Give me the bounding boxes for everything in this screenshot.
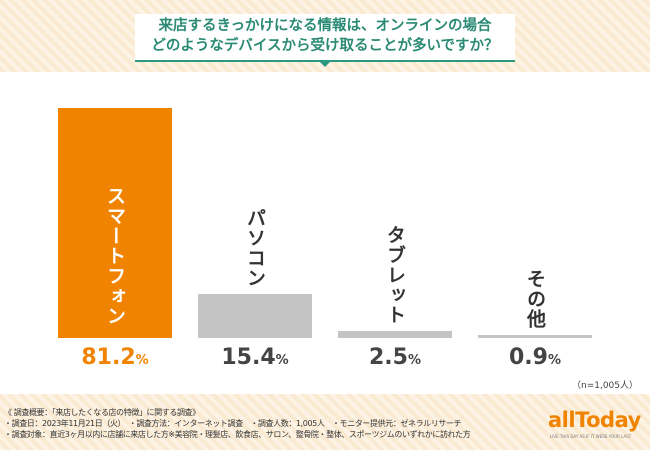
footer-line: ・調査対象：直近3ヶ月以内に店舗に来店した方※美容院・理髪店、飲食店、サロン、整… xyxy=(4,430,471,439)
chart-title: 来店するきっかけになる情報は、オンラインの場合 どのようなデバイスから受け取るこ… xyxy=(135,14,515,62)
logo-tagline: LIVE THIS DAY AS IF IT WERE YOUR LAST xyxy=(550,434,632,439)
category-label: パソコン xyxy=(244,208,266,289)
footer-line: 《 調査概要：「来店したくなる店の特徴」に関する調査》 xyxy=(4,408,200,417)
value-label: 81.2% xyxy=(81,345,149,370)
category-label: スマートフォン xyxy=(104,186,126,326)
bar-0 xyxy=(58,108,172,338)
survey-footer: 《 調査概要：「来店したくなる店の特徴」に関する調査》 ・調査日：2023年11… xyxy=(4,407,532,440)
bar-1 xyxy=(198,294,312,338)
bar-3 xyxy=(478,335,592,338)
value-label: 15.4% xyxy=(221,345,289,370)
bar-2 xyxy=(338,330,452,338)
footer-line: ・調査日：2023年11月21日（火） ・調査方法：インターネット調査 ・調査人… xyxy=(4,419,462,428)
title-line: どのようなデバイスから受け取ることが多いですか？ xyxy=(151,38,499,54)
value-label: 2.5% xyxy=(368,345,421,370)
value-label: 0.9% xyxy=(508,345,561,370)
title-line: 来店するきっかけになる情報は、オンラインの場合 xyxy=(158,18,492,34)
category-label: タブレット xyxy=(384,224,406,325)
alltoday-logo: allToday xyxy=(548,408,641,432)
category-label: その他 xyxy=(524,269,546,329)
title-pointer xyxy=(318,60,332,67)
sample-size-note: （n=1,005人） xyxy=(571,381,638,391)
